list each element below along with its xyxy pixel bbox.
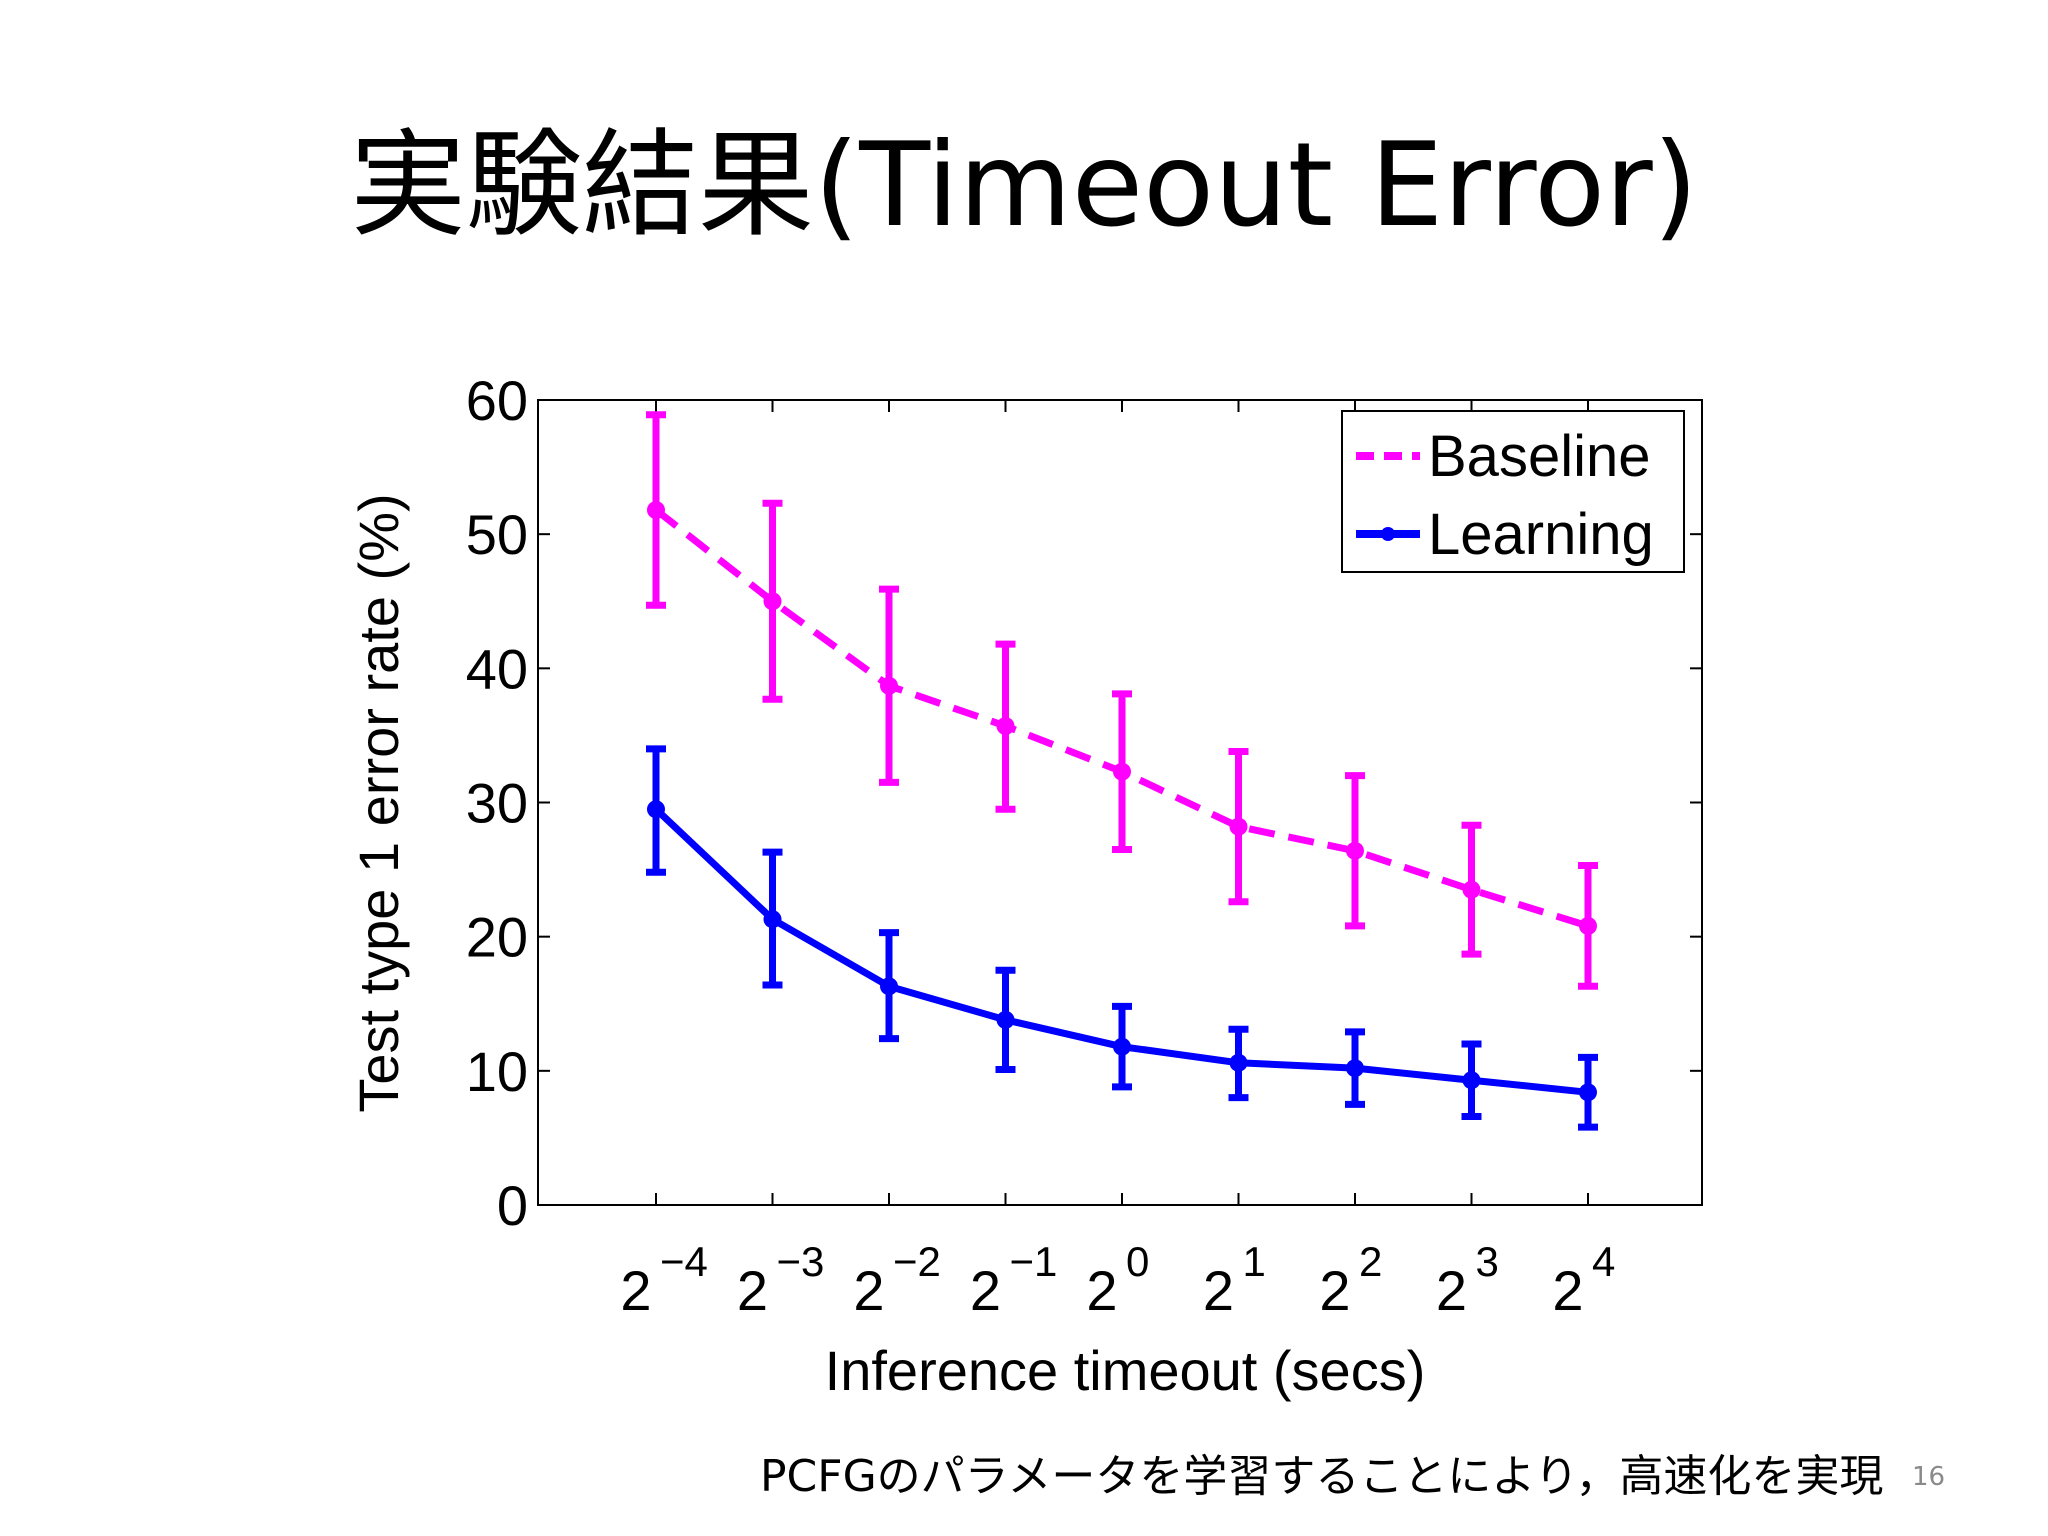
data-point [880,676,898,695]
data-point [1346,1059,1364,1078]
data-point [1113,762,1131,781]
data-point [647,501,665,520]
legend-marker-learning [1381,527,1395,541]
y-tick-label: 50 [466,503,528,566]
y-tick-label: 0 [497,1174,528,1237]
x-tick-exponent: −1 [1010,1238,1058,1285]
slide-caption: PCFGのパラメータを学習することにより，高速化を実現 [760,1451,1884,1502]
x-tick-exponent: −3 [777,1238,825,1285]
x-tick-exponent: 0 [1126,1238,1149,1285]
data-point [1462,1071,1481,1090]
y-tick-label: 10 [466,1040,528,1103]
data-point [1113,1037,1131,1056]
data-point [1346,841,1364,860]
data-point [1462,880,1481,899]
x-tick-exponent: 3 [1476,1238,1499,1285]
plot-series [646,411,1598,1131]
legend-label-learning: Learning [1428,502,1654,567]
y-tick-label: 60 [466,369,528,432]
x-tick-label: 2 [1203,1259,1234,1322]
x-tick-label: 2 [1319,1259,1350,1322]
x-axis-label: Inference timeout (secs) [825,1339,1426,1402]
y-tick-label: 30 [466,772,528,835]
y-tick-label: 20 [466,906,528,969]
y-axis-label: Test type 1 error rate (%) [347,493,410,1112]
x-tick-exponent: −2 [893,1238,941,1285]
slide-title: 実験結果(Timeout Error) [350,118,1698,253]
x-tick-label: 2 [1436,1259,1467,1322]
chart-legend: Baseline Learning [1341,410,1685,573]
data-point [763,910,782,929]
data-point [763,592,782,611]
legend-label-baseline: Baseline [1428,424,1650,489]
x-tick-label: 2 [970,1259,1001,1322]
legend-box [1341,410,1685,573]
data-point [996,1010,1015,1029]
x-tick-exponent: 4 [1592,1238,1615,1285]
data-point [1579,916,1597,935]
x-tick-label: 2 [737,1259,768,1322]
data-point [1229,817,1248,836]
series-learning [646,745,1598,1131]
x-tick-exponent: 2 [1359,1238,1382,1285]
x-tick-label: 2 [853,1259,884,1322]
y-tick-label: 40 [466,637,528,700]
series-baseline [646,411,1598,990]
slide-number: 16 [1912,1462,1946,1492]
data-point [996,717,1015,736]
x-tick-label: 2 [1552,1259,1583,1322]
data-point [1229,1053,1248,1072]
x-tick-label: 2 [1086,1259,1117,1322]
x-tick-exponent: −4 [660,1238,708,1285]
data-point [880,977,898,996]
data-point [647,800,665,819]
axis-labels: Inference timeout (secs) Test type 1 err… [347,493,1425,1402]
data-point [1579,1083,1597,1102]
x-tick-label: 2 [620,1259,651,1322]
x-tick-exponent: 1 [1243,1238,1266,1285]
